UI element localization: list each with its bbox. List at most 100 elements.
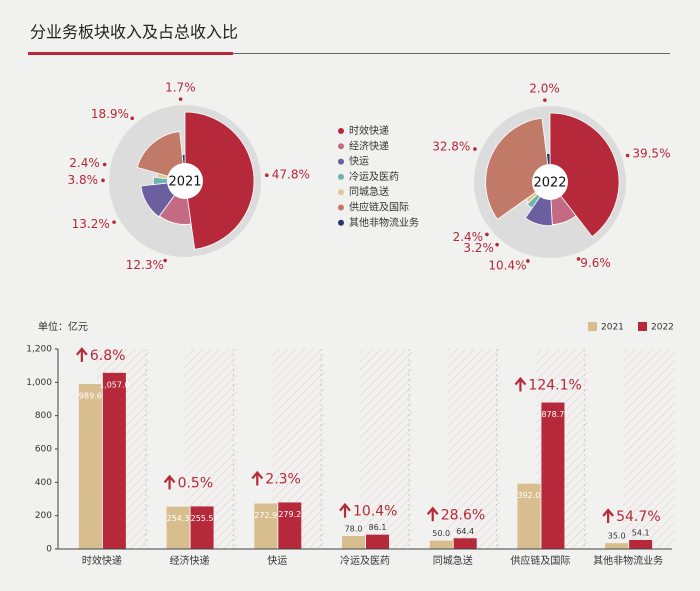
pie-slice xyxy=(184,111,255,250)
x-tick-label: 供应链及国际 xyxy=(510,554,570,567)
bar xyxy=(166,506,190,549)
growth-arrow xyxy=(426,506,439,522)
slice-label: 1.7% xyxy=(165,81,196,95)
legend-swatch xyxy=(638,322,647,331)
bar xyxy=(629,539,653,549)
growth-arrow xyxy=(602,508,614,523)
y-tick-label: 800 xyxy=(35,411,52,421)
slice-label: 39.5% xyxy=(632,146,670,160)
bar-value-label: 64.4 xyxy=(456,527,474,536)
legend-swatch xyxy=(338,189,344,196)
y-tick-label: 200 xyxy=(35,511,52,521)
bar-value-label: 279.2 xyxy=(278,510,301,519)
bar xyxy=(453,538,477,549)
label-dot xyxy=(473,147,477,151)
bar xyxy=(190,506,214,549)
x-tick-label: 经济快递 xyxy=(170,554,210,567)
pie-center xyxy=(167,163,203,199)
legend-swatch xyxy=(338,173,344,180)
legend-label: 同城急送 xyxy=(349,185,389,198)
pie-center xyxy=(532,164,568,200)
legend-swatch xyxy=(588,322,597,331)
label-dot xyxy=(495,242,499,247)
bar-value-label: 35.0 xyxy=(608,532,626,541)
bar xyxy=(429,540,453,549)
slice-label: 9.6% xyxy=(580,256,611,270)
slice-label: 32.8% xyxy=(432,140,470,154)
growth-arrow xyxy=(163,474,176,490)
label-dot xyxy=(543,98,547,102)
growth-label: 124.1% xyxy=(528,378,581,394)
growth-arrow xyxy=(76,347,88,362)
legend-swatch xyxy=(338,158,344,165)
label-dot xyxy=(101,178,105,183)
pie-year: 2021 xyxy=(168,175,201,190)
label-dot xyxy=(102,162,107,167)
slice-label: 13.2% xyxy=(72,217,110,231)
legend-swatch xyxy=(338,219,344,226)
slice-label: 2.4% xyxy=(69,156,100,170)
bar-value-label: 54.1 xyxy=(632,528,650,537)
legend-label: 2021 xyxy=(601,323,624,333)
legend-label: 其他非物流业务 xyxy=(349,216,419,229)
hatch-column xyxy=(447,349,500,549)
bar xyxy=(541,402,565,549)
slice-label: 2.4% xyxy=(453,230,484,244)
pie-slice xyxy=(549,112,620,238)
bar xyxy=(517,483,541,549)
page-title: 分业务板块收入及占总收入比 xyxy=(30,23,238,42)
bar-value-label: 272.9 xyxy=(254,511,277,520)
label-dot xyxy=(178,97,183,101)
hatch-column xyxy=(360,349,412,549)
legend-swatch xyxy=(338,143,344,150)
bar xyxy=(278,502,302,549)
y-tick-label: 400 xyxy=(35,478,52,488)
growth-label: 10.4% xyxy=(353,504,397,520)
growth-label: 54.7% xyxy=(616,509,660,525)
label-dot xyxy=(485,232,489,237)
slice-label: 12.3% xyxy=(126,258,164,272)
slice-label: 3.2% xyxy=(463,241,494,255)
x-tick-label: 同城急送 xyxy=(433,554,473,567)
growth-label: 6.8% xyxy=(90,348,126,364)
label-dot xyxy=(130,116,134,121)
bar xyxy=(605,543,629,549)
title-rule xyxy=(233,53,670,54)
y-tick-label: 600 xyxy=(35,445,52,455)
bar xyxy=(366,534,389,549)
title-underline xyxy=(28,52,233,55)
legend-label: 时效快递 xyxy=(349,124,389,137)
y-tick-label: 1,200 xyxy=(26,345,52,355)
legend-swatch xyxy=(338,204,344,211)
bar-value-label: 78.0 xyxy=(345,525,363,534)
legend-label: 冷运及医药 xyxy=(349,170,399,183)
bar-value-label: 254.3 xyxy=(167,514,190,523)
bar-value-label: 50.0 xyxy=(432,529,450,538)
slice-label: 18.9% xyxy=(91,107,129,121)
bar xyxy=(102,372,126,549)
label-dot xyxy=(112,220,116,224)
bar xyxy=(254,503,278,549)
legend-label: 快运 xyxy=(349,156,369,168)
slice-label: 2.0% xyxy=(529,82,560,96)
y-tick-label: 0 xyxy=(46,545,52,555)
bar-value-label: 255.5 xyxy=(191,514,214,523)
bar-value-label: 392.0 xyxy=(517,491,540,500)
slice-label: 3.8% xyxy=(68,173,99,187)
x-tick-label: 时效快递 xyxy=(82,554,122,567)
label-dot xyxy=(576,257,581,261)
label-dot xyxy=(264,173,269,178)
legend-label: 2022 xyxy=(651,323,674,333)
pie-slice xyxy=(485,117,551,220)
x-tick-label: 其他非物流业务 xyxy=(593,554,663,567)
y-tick-label: 1,000 xyxy=(26,378,52,388)
growth-arrow xyxy=(339,502,351,518)
slice-label: 47.8% xyxy=(272,167,310,181)
legend-swatch xyxy=(338,128,344,134)
x-tick-label: 冷运及医药 xyxy=(340,554,390,567)
growth-arrow xyxy=(514,376,527,392)
x-tick-label: 快运 xyxy=(267,555,287,567)
bar-value-label: 86.1 xyxy=(369,523,387,532)
bar-value-label: 989.6 xyxy=(79,392,102,401)
